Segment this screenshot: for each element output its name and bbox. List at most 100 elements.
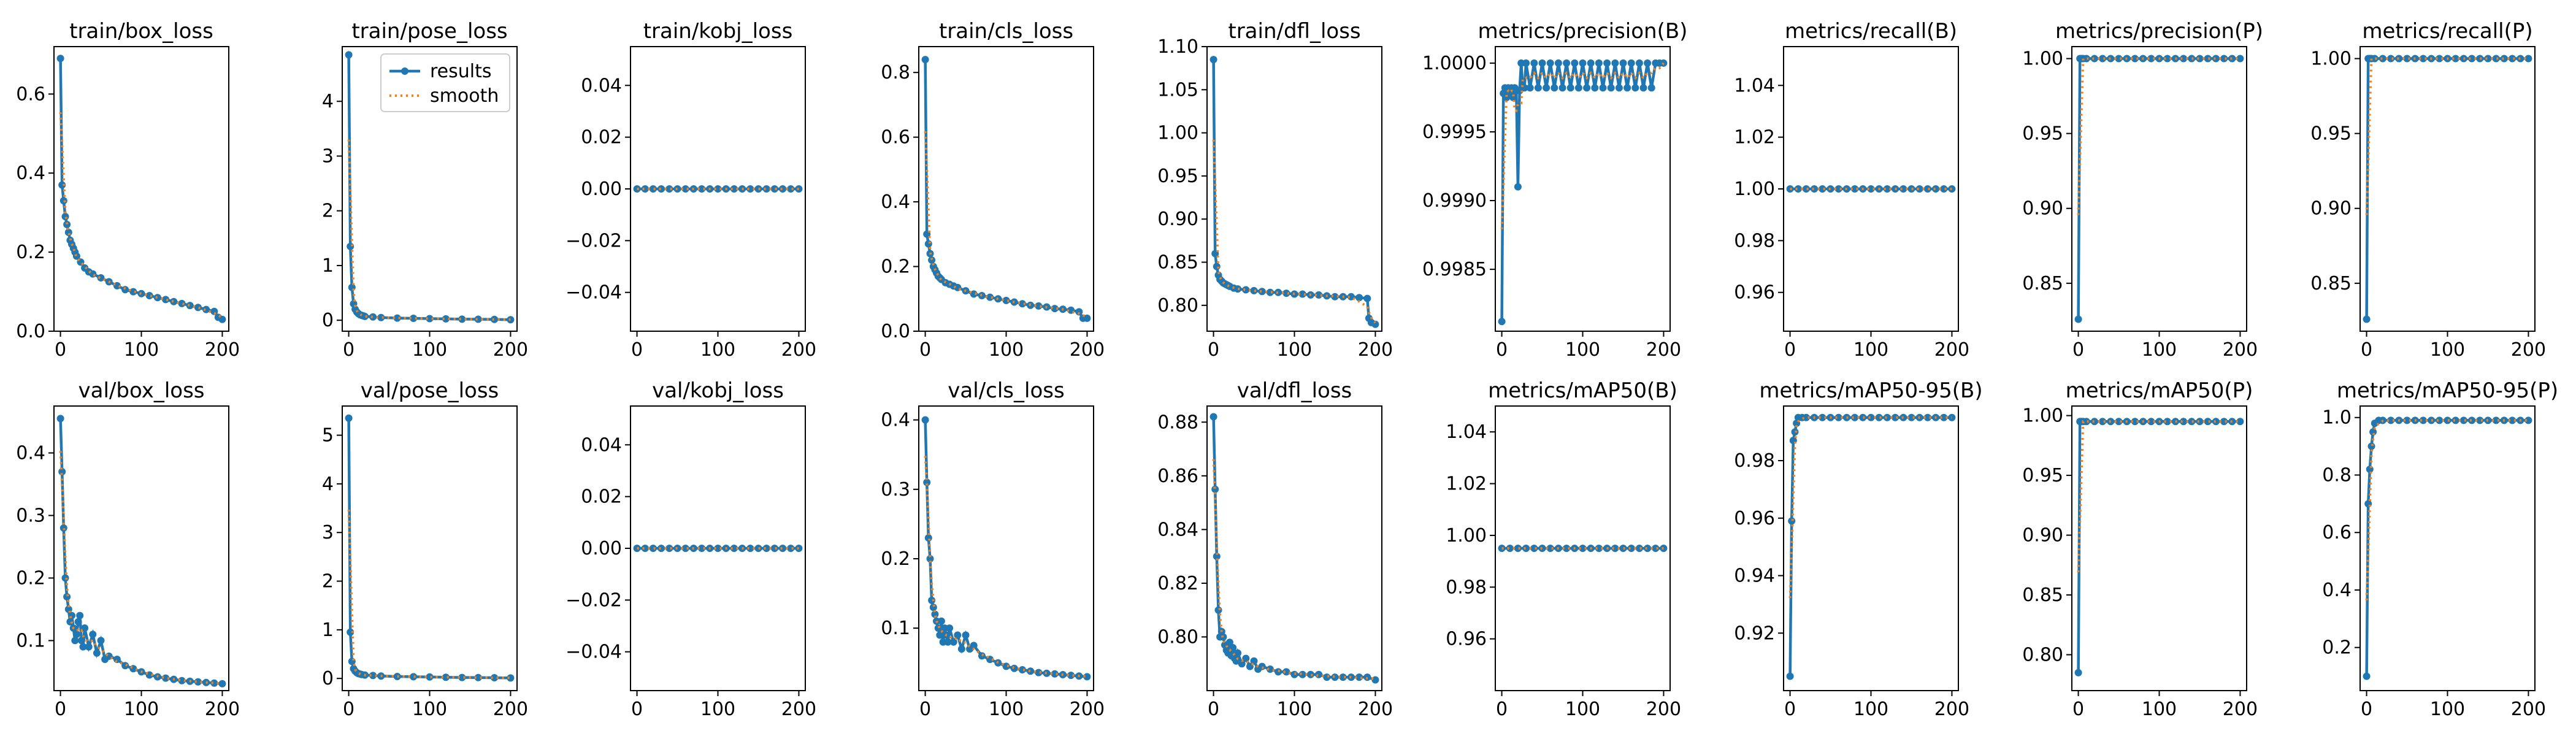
x-tick-label: 0 <box>55 699 66 720</box>
chart-title: metrics/precision(P) <box>2055 19 2263 44</box>
x-tick-label: 0 <box>1496 699 1508 720</box>
data-point <box>2074 669 2082 677</box>
data-point <box>1371 320 1379 328</box>
data-point <box>1018 666 1026 673</box>
data-point <box>2115 55 2123 63</box>
y-tick-label: 0.02 <box>581 127 622 148</box>
data-point <box>2090 418 2098 426</box>
data-point <box>787 545 795 552</box>
data-point <box>1266 665 1274 673</box>
data-point <box>1242 286 1250 294</box>
chart-panel: val/cls_loss 0 100 200 0.1 0.2 0.3 0.4 <box>881 378 1105 720</box>
data-point <box>66 618 74 626</box>
data-point <box>714 545 722 552</box>
data-point <box>2115 418 2123 426</box>
data-point <box>442 315 450 323</box>
data-point <box>1563 545 1571 552</box>
data-point <box>1075 308 1083 316</box>
data-point <box>1611 59 1619 67</box>
legend-label-smooth: smooth <box>430 85 499 107</box>
data-point <box>746 185 754 193</box>
series-line-results <box>1212 59 1376 326</box>
data-point <box>714 185 722 193</box>
y-tick-label: 0.80 <box>2022 645 2063 666</box>
data-point <box>1002 662 1010 670</box>
plot-frame <box>2071 405 2247 691</box>
x-tick-label: 100 <box>1565 699 1600 720</box>
series-line-smooth <box>1788 416 1952 599</box>
data-point <box>1214 606 1222 614</box>
data-point <box>426 673 434 681</box>
data-point <box>970 642 978 650</box>
data-point <box>137 289 145 297</box>
data-point <box>928 596 936 604</box>
data-point <box>2492 55 2500 63</box>
chart-title: val/pose_loss <box>361 378 499 403</box>
data-point <box>2500 55 2508 63</box>
data-point <box>442 673 450 681</box>
data-point <box>2436 55 2444 63</box>
plot-frame <box>342 405 518 691</box>
chart-panel: train/pose_loss 0 100 200 0 1 2 3 4 results smooth <box>322 19 528 361</box>
data-point <box>1834 185 1842 193</box>
series-line-smooth <box>59 451 223 685</box>
data-point <box>2379 55 2386 63</box>
y-tick-label: 0.4 <box>16 442 45 464</box>
data-point <box>2204 418 2212 426</box>
y-tick-label: 0 <box>322 668 334 689</box>
data-point <box>1234 285 1242 293</box>
x-tick-label: 100 <box>2430 699 2465 720</box>
chart-title: train/box_loss <box>69 19 213 44</box>
data-point <box>186 302 194 310</box>
y-tick-label: 0.00 <box>581 178 622 200</box>
data-point <box>1546 59 1554 67</box>
data-point <box>194 678 202 686</box>
data-point <box>1615 84 1623 92</box>
data-point <box>937 617 945 625</box>
data-point <box>74 618 82 626</box>
y-tick-label: 2 <box>322 201 334 222</box>
y-tick-label: 0.98 <box>1446 577 1487 598</box>
chart-panel: metrics/recall(B) 0 100 200 0.96 0.98 1.00 1.02… <box>1734 19 1969 361</box>
data-point <box>2131 55 2139 63</box>
data-point <box>1347 293 1355 301</box>
chart-panel: val/box_loss 0 100 200 0.1 0.2 0.3 0.4 <box>16 378 240 720</box>
data-point <box>762 545 770 552</box>
data-point <box>2147 418 2155 426</box>
y-tick-label: 1.00 <box>1157 123 1198 144</box>
y-tick-label: 4 <box>322 473 334 495</box>
legend-label-results: results <box>430 61 492 82</box>
data-point <box>210 679 218 687</box>
chart-panel: train/kobj_loss 0 100 200 −0.04 −0.02 0.00 0.02… <box>565 19 816 361</box>
data-point <box>491 674 499 681</box>
series-line-smooth <box>347 139 511 321</box>
data-point <box>1010 664 1018 672</box>
data-point <box>681 545 689 552</box>
data-point <box>1282 289 1290 297</box>
data-point <box>730 545 738 552</box>
data-point <box>1579 545 1587 552</box>
x-tick-label: 200 <box>1934 339 1969 361</box>
data-point <box>2363 672 2371 680</box>
data-point <box>2212 418 2220 426</box>
data-point <box>63 221 71 228</box>
data-point <box>1067 672 1075 680</box>
x-tick-label: 0 <box>2361 339 2372 361</box>
data-point <box>986 293 994 301</box>
data-point <box>2387 55 2395 63</box>
data-point <box>1652 545 1660 552</box>
data-point <box>1522 59 1530 67</box>
data-point <box>665 185 673 193</box>
data-point <box>1599 84 1607 92</box>
y-tick-label: 1.0 <box>2322 407 2352 429</box>
data-point <box>1611 545 1619 552</box>
data-point <box>730 185 738 193</box>
chart-title: metrics/mAP50(P) <box>2066 378 2253 403</box>
y-tick-label: 0.85 <box>2310 273 2352 294</box>
data-point <box>946 624 954 632</box>
data-point <box>1509 93 1517 101</box>
x-tick-label: 100 <box>412 699 447 720</box>
chart-panel: metrics/recall(P) 0 100 200 0.85 0.90 0.95 1.00 <box>2310 19 2546 361</box>
chart-panel: val/kobj_loss 0 100 200 −0.04 −0.02 0.00 0.02 0.… <box>565 378 816 720</box>
